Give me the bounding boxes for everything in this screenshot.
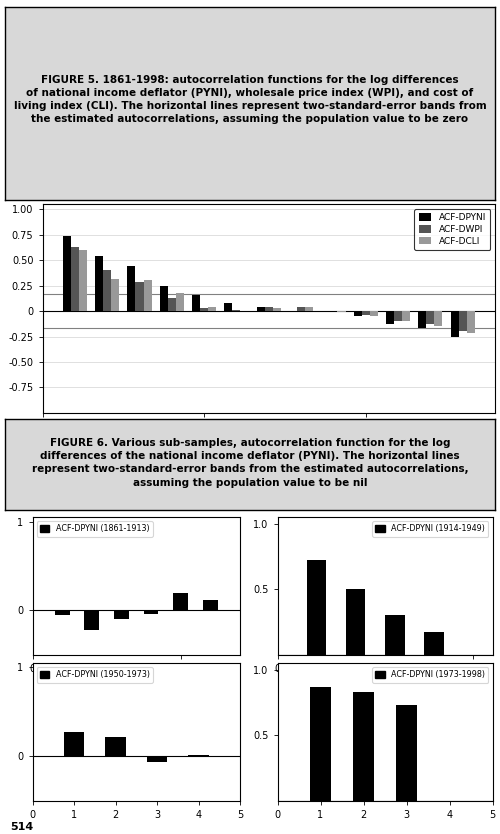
Bar [114, 610, 129, 619]
Bar [338, 311, 345, 312]
Legend: ACF-DPYNI (1973-1998): ACF-DPYNI (1973-1998) [372, 667, 488, 682]
Legend: ACF-DPYNI (1950-1973): ACF-DPYNI (1950-1973) [36, 667, 153, 682]
Bar [79, 250, 87, 311]
Bar [62, 236, 71, 311]
Bar [64, 732, 84, 756]
Legend: ACF-DPYNI (1861-1913): ACF-DPYNI (1861-1913) [36, 521, 152, 536]
Bar [418, 311, 426, 329]
Bar [144, 279, 152, 311]
Bar [111, 279, 120, 311]
Bar [136, 282, 143, 311]
Bar [354, 311, 362, 316]
Bar [105, 736, 126, 756]
Legend: ACF-DPYNI (1914-1949): ACF-DPYNI (1914-1949) [372, 521, 488, 536]
Bar [297, 307, 305, 311]
Bar [402, 311, 410, 321]
Bar [458, 311, 466, 331]
Bar [386, 311, 394, 324]
Bar [168, 298, 176, 311]
Bar [232, 310, 240, 311]
Bar [208, 307, 216, 311]
Bar [353, 692, 374, 801]
Bar [54, 610, 70, 615]
Bar [256, 307, 264, 311]
Bar [192, 295, 200, 311]
Bar [144, 610, 158, 614]
Bar [174, 592, 188, 610]
Bar [176, 293, 184, 311]
Bar [370, 311, 378, 316]
Bar [434, 311, 442, 326]
Text: 514: 514 [10, 822, 33, 832]
Bar [394, 311, 402, 321]
Bar [450, 311, 458, 337]
Bar [160, 286, 168, 311]
Bar [307, 560, 326, 655]
Bar [362, 311, 370, 315]
Bar [224, 303, 232, 311]
Bar [310, 686, 331, 801]
Bar [385, 615, 404, 655]
Bar [95, 256, 103, 311]
Bar [200, 308, 208, 311]
Bar [264, 307, 273, 311]
Bar [424, 632, 444, 655]
Legend: ACF-DPYNI, ACF-DWPI, ACF-DCLI: ACF-DPYNI, ACF-DWPI, ACF-DCLI [414, 208, 490, 250]
Bar [84, 610, 99, 630]
Bar [146, 756, 168, 762]
Bar [426, 311, 434, 324]
Bar [466, 311, 475, 334]
Bar [203, 600, 218, 610]
Bar [273, 308, 281, 311]
Bar [346, 589, 366, 655]
Bar [396, 705, 417, 801]
Text: FIGURE 6. Various sub-samples, autocorrelation function for the log
differences : FIGURE 6. Various sub-samples, autocorre… [32, 438, 469, 488]
Text: FIGURE 5. 1861-1998: autocorrelation functions for the log differences
of nation: FIGURE 5. 1861-1998: autocorrelation fun… [14, 75, 486, 124]
Bar [322, 311, 330, 312]
Bar [71, 247, 79, 311]
Bar [305, 307, 313, 311]
Bar [103, 270, 111, 311]
Bar [128, 266, 136, 311]
